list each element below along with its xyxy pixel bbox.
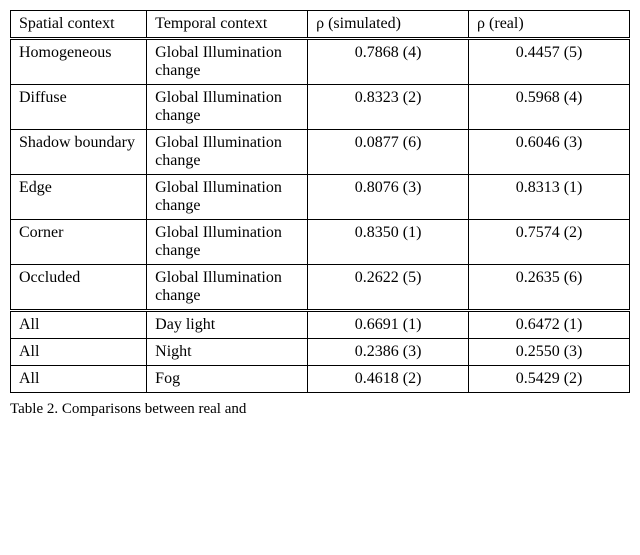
col-header-spatial: Spatial con­text <box>11 11 147 39</box>
cell-rho-real: 0.7574 (2) <box>469 220 630 265</box>
cell-rho-sim: 0.8076 (3) <box>308 175 469 220</box>
cell-rho-real: 0.5429 (2) <box>469 366 630 393</box>
cell-spatial: Occluded <box>11 265 147 311</box>
cell-spatial: All <box>11 339 147 366</box>
table-row: Diffuse Global Illumi­nation change 0.83… <box>11 85 630 130</box>
cell-rho-real: 0.5968 (4) <box>469 85 630 130</box>
table-row: All Fog 0.4618 (2) 0.5429 (2) <box>11 366 630 393</box>
cell-temporal: Global Illumi­nation change <box>147 85 308 130</box>
cell-rho-sim: 0.4618 (2) <box>308 366 469 393</box>
cell-rho-real: 0.2635 (6) <box>469 265 630 311</box>
col-header-rho-real: ρ (real) <box>469 11 630 39</box>
col-header-temporal: Temporal con­text <box>147 11 308 39</box>
cell-spatial: Edge <box>11 175 147 220</box>
cell-rho-sim: 0.8323 (2) <box>308 85 469 130</box>
cell-rho-real: 0.6046 (3) <box>469 130 630 175</box>
cell-temporal: Night <box>147 339 308 366</box>
cell-temporal: Global Illumi­nation change <box>147 130 308 175</box>
cell-rho-sim: 0.2386 (3) <box>308 339 469 366</box>
table-row: All Night 0.2386 (3) 0.2550 (3) <box>11 339 630 366</box>
caption-label: Table 2. <box>10 401 58 417</box>
cell-spatial: All <box>11 366 147 393</box>
cell-temporal: Global Illumi­nation change <box>147 220 308 265</box>
cell-rho-sim: 0.8350 (1) <box>308 220 469 265</box>
cell-spatial: Homogeneous <box>11 39 147 85</box>
table-row: Shadow boundary Global Illumi­nation cha… <box>11 130 630 175</box>
cell-temporal: Fog <box>147 366 308 393</box>
table-row: Edge Global Illumi­nation change 0.8076 … <box>11 175 630 220</box>
cell-rho-real: 0.8313 (1) <box>469 175 630 220</box>
cell-rho-sim: 0.6691 (1) <box>308 311 469 339</box>
cell-temporal: Global Illumi­nation change <box>147 39 308 85</box>
cell-rho-sim: 0.7868 (4) <box>308 39 469 85</box>
cell-temporal: Global Illumi­nation change <box>147 175 308 220</box>
table-header-row: Spatial con­text Temporal con­text ρ (si… <box>11 11 630 39</box>
results-table: Spatial con­text Temporal con­text ρ (si… <box>10 10 630 393</box>
table-row: Corner Global Illumi­nation change 0.835… <box>11 220 630 265</box>
cell-temporal: Day light <box>147 311 308 339</box>
table-row: Occluded Global Illumi­nation change 0.2… <box>11 265 630 311</box>
cell-rho-real: 0.6472 (1) <box>469 311 630 339</box>
table-caption: Table 2. Comparisons between real and <box>10 401 630 418</box>
cell-rho-sim: 0.0877 (6) <box>308 130 469 175</box>
cell-spatial: Shadow boundary <box>11 130 147 175</box>
col-header-rho-sim: ρ (simulated) <box>308 11 469 39</box>
cell-spatial: Corner <box>11 220 147 265</box>
cell-spatial: Diffuse <box>11 85 147 130</box>
cell-spatial: All <box>11 311 147 339</box>
table-row: Homogeneous Global Illumi­nation change … <box>11 39 630 85</box>
cell-rho-real: 0.2550 (3) <box>469 339 630 366</box>
cell-rho-sim: 0.2622 (5) <box>308 265 469 311</box>
caption-text: Comparisons between real and <box>62 401 247 417</box>
table-row: All Day light 0.6691 (1) 0.6472 (1) <box>11 311 630 339</box>
cell-temporal: Global Illumi­nation change <box>147 265 308 311</box>
cell-rho-real: 0.4457 (5) <box>469 39 630 85</box>
